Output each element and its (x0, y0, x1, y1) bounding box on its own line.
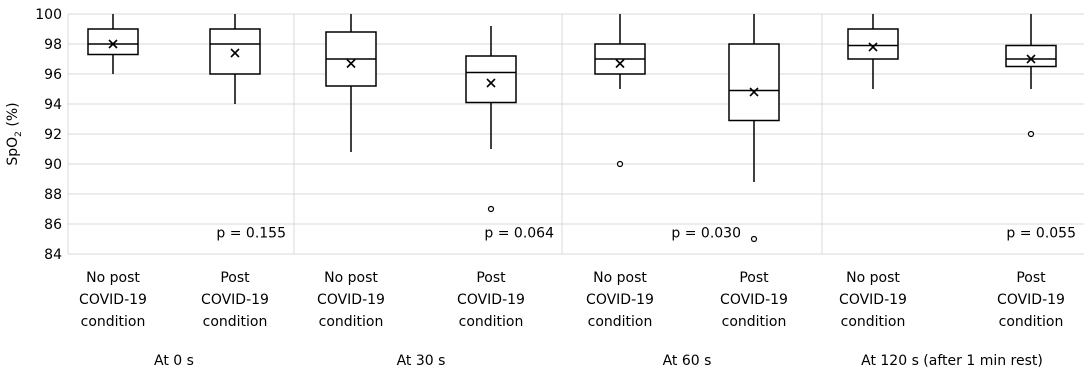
mean-marker-stroke (486, 78, 496, 88)
y-axis-label-sub: 2 (14, 131, 24, 137)
box-plot (847, 14, 899, 89)
y-tick-label: 96 (44, 67, 62, 83)
category-label: COVID-19 (997, 292, 1065, 308)
mean-marker (749, 87, 759, 97)
box-plot (728, 14, 780, 243)
category-label: condition (203, 314, 268, 330)
mean-marker (346, 58, 356, 69)
box-plot (465, 26, 517, 213)
y-tick-label: 100 (35, 7, 62, 23)
category-label: condition (841, 314, 906, 330)
mean-marker-stroke (346, 58, 356, 69)
outlier-point (487, 205, 495, 213)
panel-title: At 0 s (154, 353, 194, 369)
y-axis-label-suffix: (%) (5, 102, 21, 131)
category-label: COVID-19 (317, 292, 385, 308)
mean-marker (1026, 54, 1036, 64)
category-label: COVID-19 (201, 292, 269, 308)
panel-title: At 30 s (397, 353, 446, 369)
category-label: condition (81, 314, 146, 330)
outlier-point (616, 160, 624, 168)
category-label: Post (1016, 270, 1046, 286)
mean-marker (486, 78, 496, 88)
category-label: COVID-19 (79, 292, 147, 308)
panel-title: At 120 s (after 1 min rest) (861, 353, 1043, 369)
panel-title: At 60 s (663, 353, 712, 369)
panel: No post COVID-19 condition Post COVID-19 cond… (79, 14, 286, 369)
category-label: condition (459, 314, 524, 330)
y-tick-label: 84 (44, 247, 62, 263)
p-value-label: p = 0.030 (671, 226, 741, 242)
p-value-label: p = 0.155 (216, 226, 286, 242)
panels: No post COVID-19 condition Post COVID-19 cond… (79, 14, 1076, 369)
y-axis: 84 86 88 90 92 94 96 98 100 (35, 7, 1084, 263)
category-label: Post (220, 270, 250, 286)
mean-marker (615, 58, 625, 69)
p-value-label: p = 0.055 (1006, 226, 1076, 242)
mean-marker-stroke (615, 58, 625, 69)
category-label: condition (588, 314, 653, 330)
outlier-point (1027, 130, 1035, 138)
box-plot (1005, 14, 1057, 138)
y-tick-label: 90 (44, 157, 62, 173)
mean-marker-stroke (230, 48, 240, 58)
iqr-box (1005, 44, 1057, 68)
mean-marker (108, 39, 118, 49)
box-plot (325, 14, 377, 152)
panel: No post COVID-19 condition Post COVID-19 cond… (317, 14, 554, 369)
category-label: condition (999, 314, 1064, 330)
category-label: No post (593, 270, 647, 286)
mean-marker-stroke (749, 87, 759, 97)
y-axis-label-main: SpO (5, 137, 21, 166)
p-value-label: p = 0.064 (484, 226, 554, 242)
iqr-box (847, 28, 899, 60)
y-tick-label: 98 (44, 37, 62, 53)
category-label: Post (739, 270, 769, 286)
category-label: Post (476, 270, 506, 286)
iqr-box (728, 43, 780, 122)
y-axis-label: SpO2 (%) (5, 102, 24, 165)
category-label: COVID-19 (586, 292, 654, 308)
mean-marker-stroke (108, 39, 118, 49)
y-tick-label: 88 (44, 187, 62, 203)
iqr-box (209, 28, 261, 75)
category-label: COVID-19 (457, 292, 525, 308)
y-tick-label: 92 (44, 127, 62, 143)
y-tick-label: 94 (44, 97, 62, 113)
iqr-box (87, 28, 139, 56)
mean-marker (230, 48, 240, 58)
y-tick-label: 86 (44, 217, 62, 233)
iqr-box (465, 55, 517, 104)
mean-marker-stroke (1026, 54, 1036, 64)
mean-marker-stroke (868, 42, 878, 52)
box-plot (87, 14, 139, 74)
mean-marker (868, 42, 878, 52)
category-label: COVID-19 (720, 292, 788, 308)
panel: No post COVID-19 condition Post COVID-19 cond… (586, 14, 788, 369)
outlier-point (750, 235, 758, 243)
panel: No post COVID-19 condition Post COVID-19 cond… (839, 14, 1076, 369)
category-label: COVID-19 (839, 292, 907, 308)
category-label: No post (324, 270, 378, 286)
box-plot (594, 14, 646, 168)
category-label: condition (722, 314, 787, 330)
category-label: condition (319, 314, 384, 330)
category-label: No post (86, 270, 140, 286)
box-plot (209, 14, 261, 104)
category-label: No post (846, 270, 900, 286)
